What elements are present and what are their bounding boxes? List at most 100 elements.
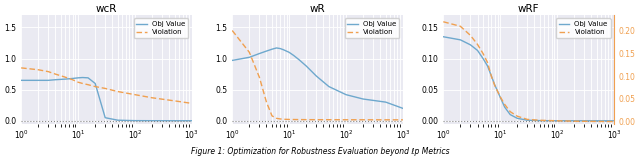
Violation [101, 88, 109, 89]
Obj Value [68, 78, 76, 79]
Obj Value [101, 117, 109, 119]
Violation [342, 119, 350, 121]
Obj Value [61, 78, 69, 80]
Obj Value [342, 94, 350, 96]
Obj Value [148, 120, 156, 122]
Obj Value [325, 86, 333, 88]
Obj Value [513, 117, 521, 119]
Violation [114, 91, 122, 92]
Violation [74, 81, 82, 83]
Violation [84, 84, 92, 86]
Obj Value [74, 77, 82, 79]
Legend: Obj Value, Violation: Obj Value, Violation [345, 18, 399, 38]
Violation [17, 67, 25, 69]
Violation [61, 76, 69, 78]
Violation [285, 118, 293, 120]
Obj Value [290, 55, 298, 56]
Violation [246, 51, 253, 53]
Line: Obj Value: Obj Value [232, 48, 403, 108]
Violation [228, 30, 236, 31]
Line: Violation: Violation [232, 30, 403, 120]
Violation [488, 75, 495, 77]
Obj Value [536, 120, 544, 122]
Line: Obj Value: Obj Value [21, 78, 192, 121]
Legend: Obj Value, Violation: Obj Value, Violation [556, 18, 611, 38]
Obj Value [188, 120, 196, 122]
Violation [44, 71, 52, 73]
Violation [524, 118, 531, 120]
Violation [399, 119, 407, 121]
Line: Obj Value: Obj Value [444, 37, 614, 121]
Obj Value [491, 84, 499, 86]
Obj Value [228, 59, 236, 61]
Violation [276, 118, 284, 120]
Line: Violation: Violation [21, 68, 192, 103]
Violation [325, 119, 333, 121]
Obj Value [280, 49, 287, 51]
Violation [359, 119, 367, 121]
Obj Value [570, 120, 578, 122]
Violation [68, 79, 76, 81]
Obj Value [92, 82, 99, 84]
Violation [52, 73, 60, 75]
Obj Value [497, 96, 504, 98]
Obj Value [440, 36, 447, 38]
Violation [479, 53, 487, 55]
Violation [303, 119, 310, 121]
Obj Value [114, 119, 122, 121]
Violation [262, 101, 270, 103]
Obj Value [17, 79, 25, 81]
Obj Value [79, 77, 86, 79]
Violation [553, 120, 561, 122]
Violation [92, 86, 99, 88]
Violation [171, 100, 179, 102]
Violation [484, 62, 492, 64]
Violation [506, 111, 514, 113]
Obj Value [399, 107, 407, 109]
Obj Value [171, 120, 179, 122]
Obj Value [303, 65, 310, 67]
Obj Value [262, 50, 270, 52]
Violation [536, 119, 544, 121]
Violation [382, 119, 390, 121]
Obj Value [276, 48, 284, 49]
Obj Value [610, 120, 618, 122]
Violation [491, 84, 499, 86]
Obj Value [52, 79, 60, 81]
Obj Value [359, 98, 367, 100]
Obj Value [593, 120, 601, 122]
Text: Figure 1: Optimization for Robustness Evaluation beyond ℓp Metrics: Figure 1: Optimization for Robustness Ev… [191, 147, 449, 156]
Obj Value [295, 59, 303, 61]
Obj Value [474, 49, 481, 51]
Violation [610, 121, 618, 122]
Obj Value [467, 44, 474, 46]
Violation [593, 121, 601, 122]
Violation [188, 102, 196, 104]
Violation [497, 96, 504, 98]
Violation [456, 25, 464, 27]
Violation [273, 117, 280, 119]
Title: wR: wR [310, 4, 325, 14]
Violation [280, 118, 287, 120]
Obj Value [273, 47, 280, 49]
Violation [148, 97, 156, 99]
Violation [570, 120, 578, 122]
Violation [268, 115, 276, 117]
Violation [79, 82, 86, 84]
Obj Value [312, 75, 320, 77]
Obj Value [268, 48, 276, 50]
Violation [35, 69, 42, 71]
Legend: Obj Value, Violation: Obj Value, Violation [134, 18, 188, 38]
Line: Violation: Violation [444, 22, 614, 122]
Obj Value [488, 75, 495, 77]
Violation [295, 119, 303, 121]
Obj Value [506, 114, 514, 115]
Violation [474, 43, 481, 45]
Obj Value [255, 53, 263, 55]
Title: wRF: wRF [518, 4, 540, 14]
Obj Value [456, 39, 464, 41]
Obj Value [44, 79, 52, 81]
Obj Value [84, 77, 92, 79]
Obj Value [131, 120, 139, 122]
Violation [255, 76, 263, 78]
